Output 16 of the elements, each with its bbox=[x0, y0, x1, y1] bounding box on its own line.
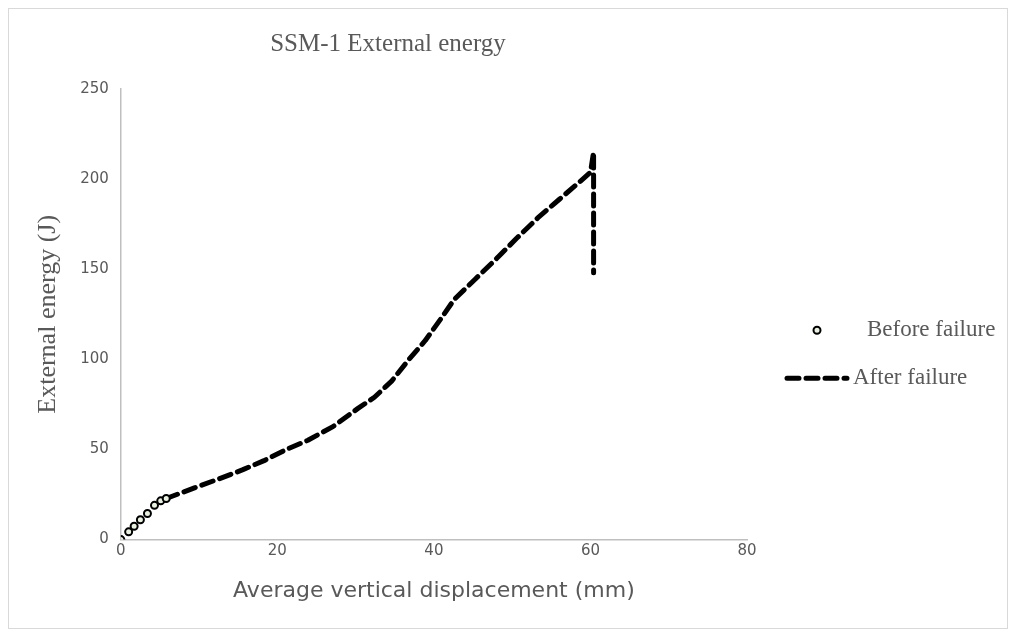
y-tick-label: 0 bbox=[99, 529, 109, 548]
x-tick-label: 20 bbox=[267, 541, 287, 560]
x-tick-label: 0 bbox=[116, 541, 126, 560]
legend-label: Before failure bbox=[867, 316, 996, 342]
x-tick-label: 60 bbox=[580, 541, 600, 560]
y-tick-label: 250 bbox=[80, 78, 109, 97]
legend-label: After failure bbox=[853, 364, 968, 390]
y-tick-label: 50 bbox=[89, 439, 109, 458]
y-axis-title: External energy (J) bbox=[32, 214, 62, 414]
y-tick-label: 100 bbox=[80, 349, 109, 368]
x-tick-label: 40 bbox=[424, 541, 444, 560]
y-tick-label: 150 bbox=[80, 259, 109, 278]
x-axis-title: Average vertical displacement (mm) bbox=[233, 576, 635, 602]
chart-title: SSM-1 External energy bbox=[270, 28, 507, 56]
x-tick-label: 80 bbox=[737, 541, 757, 560]
y-tick-label: 200 bbox=[80, 169, 109, 188]
